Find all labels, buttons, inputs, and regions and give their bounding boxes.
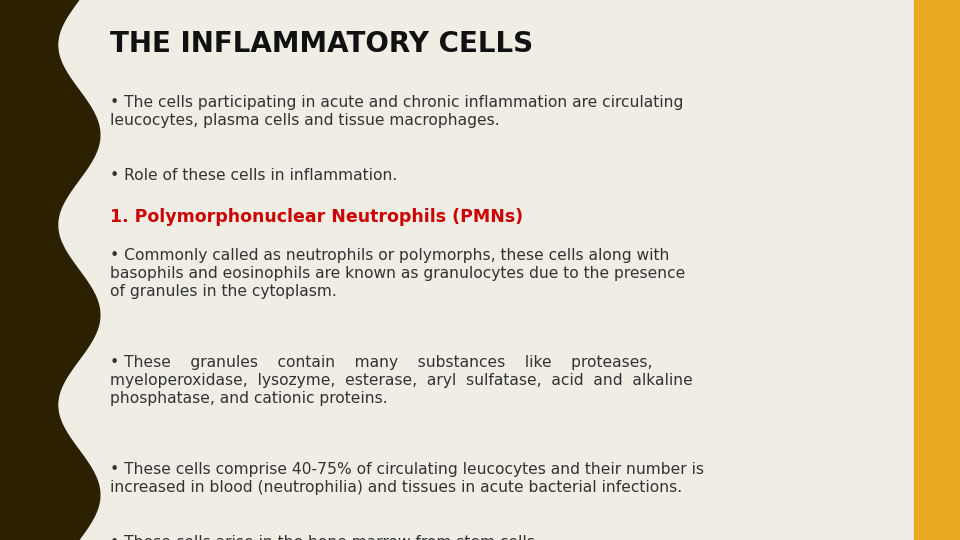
Polygon shape <box>914 0 960 540</box>
Polygon shape <box>0 0 100 540</box>
Text: • The cells participating in acute and chronic inflammation are circulating
leuc: • The cells participating in acute and c… <box>110 94 684 127</box>
Text: THE INFLAMMATORY CELLS: THE INFLAMMATORY CELLS <box>110 30 534 58</box>
Text: 1. Polymorphonuclear Neutrophils (PMNs): 1. Polymorphonuclear Neutrophils (PMNs) <box>110 208 523 226</box>
Text: • These    granules    contain    many    substances    like    proteases,
myelo: • These granules contain many substances… <box>110 355 693 406</box>
Text: • These cells arise in the bone marrow from stem cells.: • These cells arise in the bone marrow f… <box>110 535 540 540</box>
Text: • Role of these cells in inflammation.: • Role of these cells in inflammation. <box>110 168 397 183</box>
Text: • Commonly called as neutrophils or polymorphs, these cells along with
basophils: • Commonly called as neutrophils or poly… <box>110 248 685 299</box>
Text: • These cells comprise 40-75% of circulating leucocytes and their number is
incr: • These cells comprise 40-75% of circula… <box>110 462 705 495</box>
